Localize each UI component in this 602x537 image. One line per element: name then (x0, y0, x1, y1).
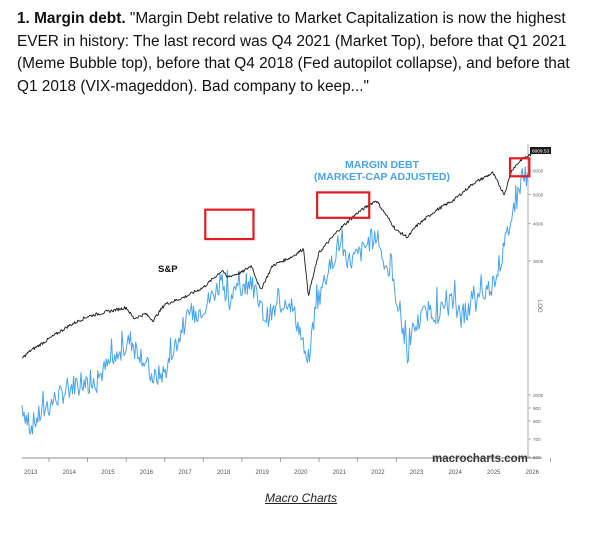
paragraph-bold-label: 1. Margin debt. (17, 10, 126, 27)
x-tick-label: 2022 (371, 470, 385, 476)
x-tick-label: 2020 (294, 470, 308, 476)
sp500-series-line (21, 152, 532, 359)
y-tick-label: 800 (533, 419, 541, 424)
y-tick-label: 6000 (533, 169, 544, 174)
chart-svg: 2013 2014 2015 2016 2017 2018 2019 2020 2021 2022… (21, 144, 551, 476)
figure-caption-link[interactable]: Macro Charts (264, 491, 338, 505)
y-axis-log-label: LOG (536, 300, 542, 313)
y-tick-label: 700 (533, 437, 541, 442)
watermark: macrocharts.com (432, 453, 528, 465)
highlight-box (204, 208, 255, 241)
y-tick-label: 2000 (533, 393, 544, 398)
highlight-box (508, 157, 531, 178)
commentary-paragraph: 1. Margin debt. "Margin Debt relative to… (17, 8, 592, 98)
x-tick-label: 2025 (487, 470, 501, 476)
x-tick-label: 2024 (448, 470, 462, 476)
y-tick-label: 900 (533, 406, 541, 411)
chart-title: MARGIN DEBT (345, 159, 420, 171)
x-tick-label: 2019 (256, 470, 270, 476)
margin-debt-chart: 2013 2014 2015 2016 2017 2018 2019 2020 2021 2022… (14, 140, 554, 485)
x-tick-label: 2013 (24, 470, 38, 476)
margin-debt-series-line (21, 166, 528, 435)
x-tick-label: 2023 (410, 470, 424, 476)
y-tick-label: 600 (533, 455, 541, 460)
last-value-box (530, 147, 551, 154)
chart-subtitle: (MARKET-CAP ADJUSTED) (314, 171, 450, 183)
paragraph-text: "Margin Debt relative to Market Capitali… (17, 10, 570, 95)
x-tick-label: 2026 (526, 470, 540, 476)
y-tick-label: 5000 (533, 192, 544, 197)
last-value-label: 6809.53 (532, 148, 550, 154)
y-tick-label: 3000 (533, 259, 544, 264)
x-tick-label: 2014 (63, 470, 77, 476)
x-tick-label: 2021 (333, 470, 347, 476)
y-tick-label: 4000 (533, 222, 544, 227)
highlight-box (316, 191, 371, 219)
sp500-label: S&P (158, 264, 178, 275)
x-tick-label: 2018 (217, 470, 231, 476)
x-tick-label: 2016 (140, 470, 154, 476)
x-tick-label: 2015 (101, 470, 115, 476)
x-tick-label: 2017 (178, 470, 192, 476)
